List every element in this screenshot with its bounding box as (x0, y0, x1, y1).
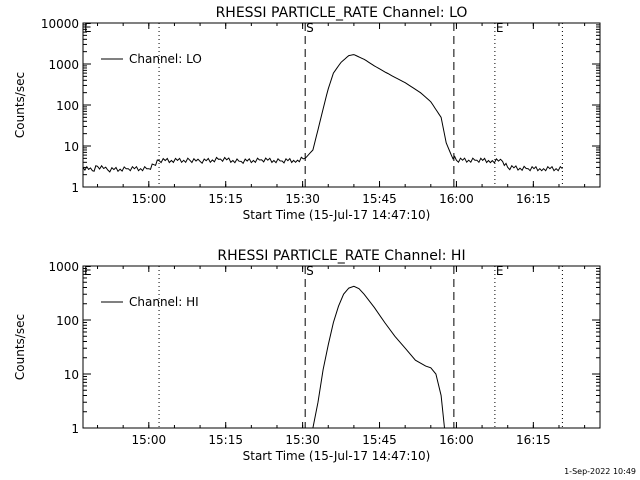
x-tick-label: 15:15 (208, 433, 243, 447)
x-tick-label: 16:00 (439, 192, 474, 206)
x-tick-label: 15:15 (208, 192, 243, 206)
plot-frame (82, 265, 601, 429)
x-tick-label: 15:00 (132, 433, 167, 447)
y-tick-label: 10000 (41, 17, 79, 31)
x-tick-label: 15:00 (132, 192, 167, 206)
y-axis-label: Counts/sec (13, 314, 27, 380)
y-tick-label: 1 (71, 422, 79, 436)
event-marker-label: E (496, 21, 504, 35)
y-tick-label: 1000 (48, 58, 79, 72)
chart-title: RHESSI PARTICLE_RATE Channel: LO (216, 5, 468, 21)
event-marker-label: S (306, 264, 314, 278)
event-marker-label: E (496, 264, 504, 278)
x-axis-label: Start Time (15-Jul-17 14:47:10) (243, 208, 431, 222)
legend-label: Channel: LO (129, 52, 202, 66)
x-axis-label: Start Time (15-Jul-17 14:47:10) (243, 449, 431, 463)
event-marker-label: E (84, 21, 92, 35)
footer-timestamp: 1-Sep-2022 10:49 (564, 467, 636, 476)
series-line (312, 285, 445, 429)
plot-hi-channel: RHESSI PARTICLE_RATE Channel: HI 15:00 15:… (13, 248, 601, 463)
y-tick-label: 1000 (48, 260, 79, 274)
x-tick-label: 16:15 (516, 192, 551, 206)
x-tick-label: 15:45 (362, 433, 397, 447)
x-tick-label: 15:30 (285, 433, 320, 447)
x-tick-label: 16:00 (439, 433, 474, 447)
y-tick-label: 10 (64, 140, 79, 154)
y-axis-label: Counts/sec (13, 72, 27, 138)
legend-label: Channel: HI (129, 295, 199, 309)
chart-title: RHESSI PARTICLE_RATE Channel: HI (217, 248, 465, 264)
y-tick-label: 100 (56, 99, 79, 113)
x-tick-label: 15:45 (362, 192, 397, 206)
y-tick-label: 100 (56, 314, 79, 328)
event-marker-label: E (84, 264, 92, 278)
x-tick-label: 15:30 (285, 192, 320, 206)
event-marker-label: S (306, 21, 314, 35)
series-line (82, 54, 563, 173)
plot-lo-channel: RHESSI PARTICLE_RATE Channel: LO 15:00 15:… (13, 5, 601, 222)
x-tick-label: 16:15 (516, 433, 551, 447)
y-tick-label: 10 (64, 368, 79, 382)
y-tick-label: 1 (71, 181, 79, 195)
